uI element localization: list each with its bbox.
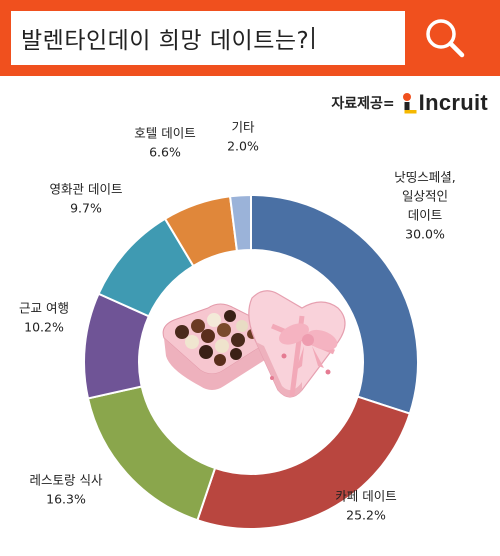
slice-value-label: 9.7% — [70, 201, 102, 216]
slice-value-label: 10.2% — [24, 320, 64, 335]
incruit-logo-mark — [402, 93, 417, 114]
incruit-logo-text: Incruit — [418, 90, 488, 115]
slice-label-group-6: 호텔 데이트 6.6% — [134, 126, 195, 160]
slice-value-label: 25.2% — [346, 508, 386, 523]
slice-name-label: 데이트 — [408, 208, 443, 223]
slice-value-label: 16.3% — [46, 492, 86, 507]
slice-name-label: 근교 여행 — [19, 301, 69, 316]
slice-name-label: 기타 — [231, 120, 255, 135]
search-button[interactable] — [405, 11, 485, 65]
slice-name-label: 영화관 데이트 — [50, 182, 123, 197]
data-source: 자료제공= Incruit — [331, 88, 488, 118]
slice-name-label: 낫띵스페셜, — [394, 170, 455, 185]
slice-label-group-5: 영화관 데이트 9.7% — [50, 182, 123, 216]
slice-name-label: 레스토랑 식사 — [30, 473, 103, 488]
search-input[interactable]: 발렌타인데이 희망 데이트는? — [11, 11, 405, 65]
slice-label-group-4: 근교 여행 10.2% — [19, 301, 69, 335]
donut-slice-7 — [228, 193, 252, 253]
header-bar: 발렌타인데이 희망 데이트는? — [0, 0, 500, 76]
slice-value-label: 6.6% — [149, 145, 181, 160]
text-cursor — [312, 27, 315, 49]
magnifier-icon — [426, 19, 465, 58]
slice-value-label: 30.0% — [405, 227, 445, 242]
slice-value-label: 2.0% — [227, 139, 259, 154]
slice-name-label: 일상적인 — [402, 189, 448, 204]
slice-label-group-7: 기타 2.0% — [227, 120, 259, 154]
search-query-text: 발렌타인데이 희망 데이트는? — [21, 28, 310, 54]
incruit-logo: Incruit — [399, 90, 488, 116]
slice-name-label: 카페 데이트 — [335, 489, 396, 504]
chocolate-gift-box-image — [162, 290, 346, 398]
slice-label-group-3: 레스토랑 식사 16.3% — [30, 473, 103, 507]
slice-name-label: 호텔 데이트 — [134, 126, 195, 141]
chocolates — [175, 310, 257, 366]
slice-label-group-2: 카페 데이트 25.2% — [335, 489, 396, 523]
source-label: 자료제공= — [331, 96, 395, 112]
donut-slice-1 — [250, 193, 419, 415]
